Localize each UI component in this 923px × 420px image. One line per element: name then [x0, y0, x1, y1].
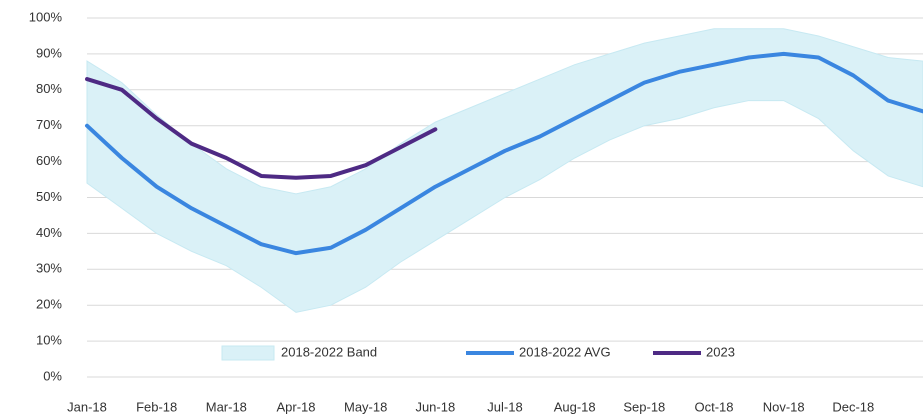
x-tick-label: Mar-18: [206, 399, 247, 414]
y-tick-label: 40%: [36, 225, 62, 240]
x-tick-label: May-18: [344, 399, 387, 414]
x-tick-label: Oct-18: [694, 399, 733, 414]
x-tick-label: Nov-18: [763, 399, 805, 414]
x-tick-label: Aug-18: [554, 399, 596, 414]
x-tick-label: Jun-18: [415, 399, 455, 414]
y-tick-label: 90%: [36, 45, 62, 60]
x-tick-label: Feb-18: [136, 399, 177, 414]
y-tick-label: 30%: [36, 261, 62, 276]
y-tick-label: 0%: [43, 368, 62, 383]
y-tick-label: 100%: [29, 9, 63, 24]
series-line: [85, 51, 923, 256]
x-tick-label: Sep-18: [623, 399, 665, 414]
x-tick-label: Apr-18: [276, 399, 315, 414]
legend-label: 2018-2022 Band: [281, 344, 377, 359]
x-tick-label: Dec-18: [832, 399, 874, 414]
y-tick-label: 80%: [36, 81, 62, 96]
y-tick-label: 10%: [36, 333, 62, 348]
y-tick-label: 70%: [36, 117, 62, 132]
series-line: [85, 77, 438, 180]
y-tick-label: 50%: [36, 189, 62, 204]
y-tick-label: 20%: [36, 297, 62, 312]
x-tick-label: Jul-18: [487, 399, 522, 414]
band-area: [86, 28, 923, 313]
legend-label: 2023: [706, 344, 735, 359]
x-tick-label: Jan-18: [67, 399, 107, 414]
legend-swatch: [221, 345, 275, 361]
legend-label: 2018-2022 AVG: [519, 344, 611, 359]
y-tick-label: 60%: [36, 153, 62, 168]
